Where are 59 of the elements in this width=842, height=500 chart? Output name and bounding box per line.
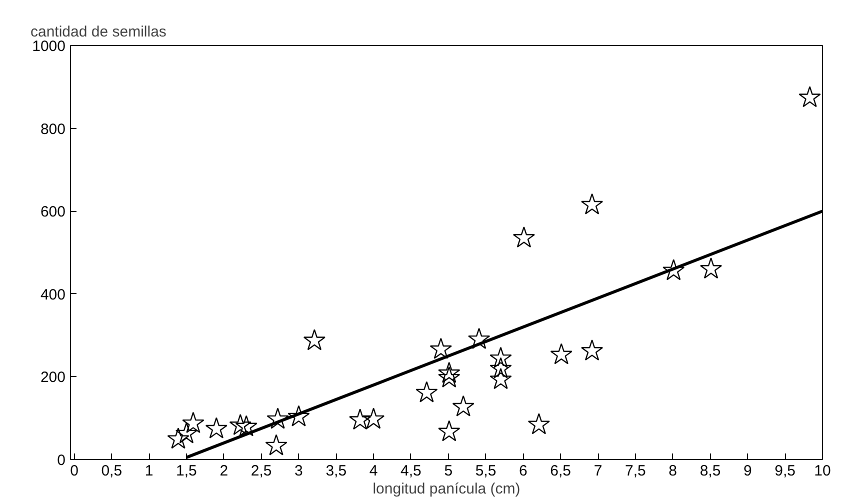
y-tick-label: 0 xyxy=(57,452,66,469)
point xyxy=(175,422,198,444)
x-tick-label: 0,5 xyxy=(101,462,122,480)
point xyxy=(349,408,372,430)
point xyxy=(490,346,512,368)
x-tick-label: 4,5 xyxy=(400,462,422,480)
y-tick-label: 800 xyxy=(40,120,66,138)
x-tick-label: 0 xyxy=(70,462,78,480)
point xyxy=(438,362,460,383)
point xyxy=(452,395,474,416)
point xyxy=(229,414,252,436)
x-tick-label: 2,5 xyxy=(250,462,272,480)
x-tick-label: 9,5 xyxy=(774,462,796,480)
x-tick-label: 10 xyxy=(814,462,831,480)
y-tick-label: 400 xyxy=(40,286,66,304)
point xyxy=(416,381,438,402)
y-tick-label: 200 xyxy=(40,369,66,386)
point xyxy=(528,413,550,434)
point xyxy=(182,412,204,433)
x-tick-label: 6 xyxy=(519,462,528,480)
point xyxy=(438,366,460,388)
point xyxy=(288,405,310,426)
point xyxy=(662,259,685,280)
x-tick-label: 1,5 xyxy=(176,462,197,480)
point xyxy=(550,343,572,364)
x-tick-label: 8,5 xyxy=(700,462,721,480)
x-tick-label: 5 xyxy=(444,462,453,480)
x-tick-label: 8 xyxy=(668,462,678,480)
point xyxy=(700,257,722,279)
x-tick-label: 3,5 xyxy=(326,462,347,480)
x-tick-label: 7 xyxy=(594,462,602,480)
point xyxy=(798,86,821,108)
point xyxy=(512,226,536,248)
y-axis-title: cantidad de semillas xyxy=(30,24,166,40)
point xyxy=(438,420,460,442)
point xyxy=(205,417,228,438)
x-tick-label: 1 xyxy=(144,462,154,480)
x-tick-label: 4 xyxy=(369,462,378,480)
point xyxy=(468,328,490,349)
point xyxy=(266,408,289,429)
x-tick-label: 5,5 xyxy=(475,462,496,480)
point xyxy=(265,434,288,456)
x-tick-label: 2 xyxy=(220,462,228,480)
point xyxy=(430,338,452,359)
x-tick-label: 9 xyxy=(744,462,752,480)
x-axis-title: longitud panícula (cm) xyxy=(372,480,520,498)
point xyxy=(362,408,385,429)
point xyxy=(490,368,512,390)
point xyxy=(580,193,604,214)
point xyxy=(167,428,190,449)
y-tick-label: 1000 xyxy=(32,38,66,55)
point xyxy=(303,329,326,350)
x-tick-label: 6,5 xyxy=(550,462,572,480)
point xyxy=(235,415,258,436)
point xyxy=(490,357,512,378)
y-tick-label: 600 xyxy=(40,204,66,221)
x-tick-label: 3 xyxy=(294,462,303,480)
x-tick-label: 7,5 xyxy=(625,462,646,480)
point xyxy=(580,339,604,361)
